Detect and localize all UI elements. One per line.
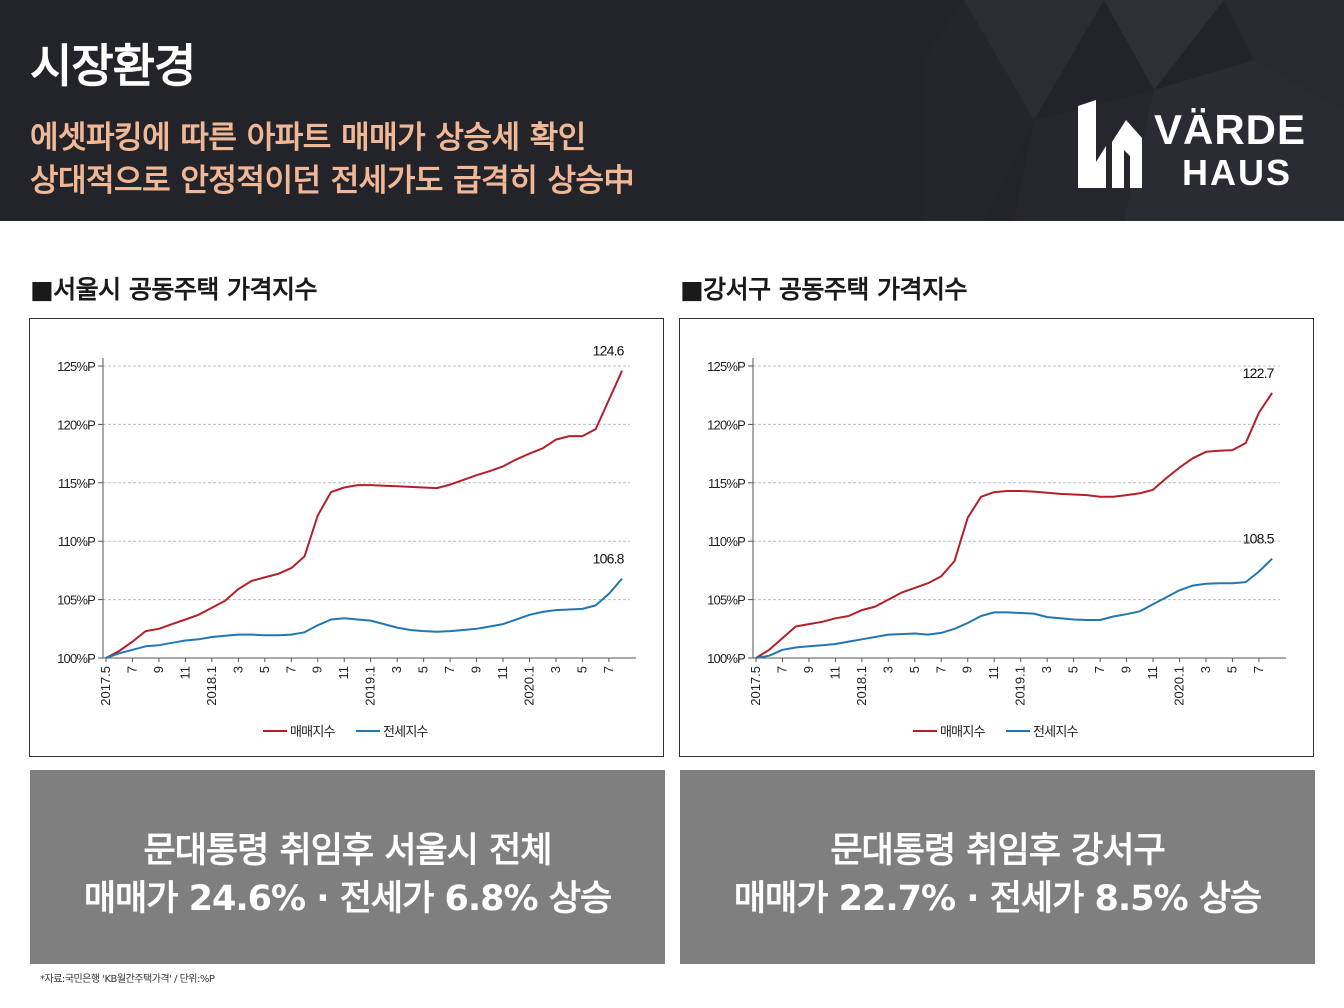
summary-seoul-line-2: 매매가 24.6% · 전세가 6.8% 상승 bbox=[83, 879, 612, 919]
y-tick-label: 120%P bbox=[707, 417, 745, 432]
x-tick-label: 5 bbox=[257, 666, 272, 673]
x-tick-label: 9 bbox=[1119, 666, 1134, 673]
x-tick-label: 3 bbox=[389, 666, 404, 673]
series-line-jeonse bbox=[755, 557, 1273, 659]
x-tick-label: 11 bbox=[1145, 666, 1160, 680]
logo-text-varde: VÄRDE bbox=[1154, 106, 1307, 153]
series-line-sale bbox=[105, 370, 624, 659]
x-tick-label: 7 bbox=[1251, 666, 1266, 673]
series-line-sale bbox=[755, 392, 1273, 659]
x-tick-label: 3 bbox=[230, 666, 245, 673]
x-tick-label: 2019.1 bbox=[1013, 666, 1028, 706]
x-tick-label: 7 bbox=[933, 666, 948, 673]
x-tick-label: 2017.5 bbox=[98, 666, 113, 706]
section-title-gangseo: ■강서구 공동주택 가격지수 bbox=[680, 275, 968, 304]
x-tick-label: 7 bbox=[1092, 666, 1107, 673]
x-tick-label: 3 bbox=[1198, 666, 1213, 673]
chart-seoul: 100%P 105%P 110%P 115%P 120%P 125%P 2017.5 7 9 11… bbox=[29, 318, 664, 757]
x-tick-label: 11 bbox=[336, 666, 351, 680]
x-tick-label: 7 bbox=[601, 666, 616, 673]
x-tick-label: 3 bbox=[1039, 666, 1054, 673]
y-tick-label: 115%P bbox=[58, 476, 95, 491]
y-tick-label: 125%P bbox=[707, 359, 745, 374]
x-tick-label: 7 bbox=[124, 666, 139, 673]
x-tick-label: 2018.1 bbox=[204, 666, 219, 706]
x-tick-label: 7 bbox=[442, 666, 457, 673]
x-tick-label: 9 bbox=[960, 666, 975, 673]
y-tick-label: 100%P bbox=[57, 651, 95, 666]
summary-box-seoul: 문대통령 취임후 서울시 전체 매매가 24.6% · 전세가 6.8% 상승 bbox=[30, 770, 665, 964]
section-title-seoul: ■서울시 공동주택 가격지수 bbox=[30, 275, 318, 304]
decorative-facets bbox=[924, 0, 1344, 221]
chart-gangseo: 100%P 105%P 110%P 115%P 120%P 125%P 2017.5 7 9 11… bbox=[679, 318, 1314, 757]
y-tick-label: 115%P bbox=[708, 476, 745, 491]
y-tick-label: 120%P bbox=[57, 417, 95, 432]
header-banner: 시장환경 에셋파킹에 따른 아파트 매매가 상승세 확인 상대적으로 안정적이던… bbox=[0, 0, 1344, 221]
logo-text-haus: HAUS bbox=[1182, 152, 1293, 193]
brand-logo: VÄRDE HAUS bbox=[1076, 98, 1326, 193]
end-value-label: 108.5 bbox=[1243, 531, 1275, 547]
x-tick-label: 7 bbox=[283, 666, 298, 673]
x-tick-label: 7 bbox=[774, 666, 789, 673]
x-tick-label: 5 bbox=[416, 666, 431, 673]
y-tick-label: 125%P bbox=[57, 359, 95, 374]
x-tick-label: 5 bbox=[1224, 666, 1239, 673]
x-tick-label: 5 bbox=[574, 666, 589, 673]
legend-label: 전세지수 bbox=[1033, 725, 1078, 740]
summary-box-gangseo: 문대통령 취임후 강서구 매매가 22.7% · 전세가 8.5% 상승 bbox=[680, 770, 1315, 964]
x-tick-label: 2018.1 bbox=[854, 666, 869, 706]
x-tick-label: 2020.1 bbox=[1171, 666, 1186, 706]
x-tick-label: 3 bbox=[548, 666, 563, 673]
end-value-label: 124.6 bbox=[593, 343, 625, 359]
y-tick-label: 105%P bbox=[57, 593, 95, 608]
y-tick-label: 105%P bbox=[707, 593, 745, 608]
x-tick-label: 2017.5 bbox=[748, 666, 763, 706]
series-line-jeonse bbox=[105, 577, 623, 659]
x-tick-label: 3 bbox=[880, 666, 895, 673]
y-tick-label: 110%P bbox=[58, 534, 95, 549]
x-tick-label: 9 bbox=[801, 666, 816, 673]
page-title: 시장환경 bbox=[30, 39, 196, 93]
summary-gangseo-line-1: 문대통령 취임후 강서구 bbox=[830, 831, 1165, 871]
x-tick-label: 9 bbox=[310, 666, 325, 673]
summary-gangseo-line-2: 매매가 22.7% · 전세가 8.5% 상승 bbox=[733, 879, 1262, 919]
x-tick-label: 11 bbox=[827, 666, 842, 680]
x-tick-label: 2020.1 bbox=[521, 666, 536, 706]
end-value-label: 122.7 bbox=[1243, 365, 1275, 381]
subtitle-line-1: 에셋파킹에 따른 아파트 매매가 상승세 확인 bbox=[30, 120, 586, 156]
legend-label: 전세지수 bbox=[383, 725, 428, 740]
x-tick-label: 11 bbox=[986, 666, 1001, 680]
logo-mark-icon bbox=[1078, 100, 1142, 188]
chart-seoul-svg: 100%P 105%P 110%P 115%P 120%P 125%P 2017.5 7 9 11… bbox=[57, 343, 636, 740]
end-value-label: 106.8 bbox=[593, 551, 625, 567]
x-tick-label: 11 bbox=[495, 666, 510, 680]
x-tick-label: 9 bbox=[151, 666, 166, 673]
x-tick-label: 5 bbox=[907, 666, 922, 673]
legend-label: 매매지수 bbox=[290, 725, 335, 740]
source-footnote: *자료:국민은행 'KB월간주택가격' / 단위:%P bbox=[40, 974, 215, 985]
x-tick-label: 11 bbox=[177, 666, 192, 680]
x-tick-label: 5 bbox=[1066, 666, 1081, 673]
summary-seoul-line-1: 문대통령 취임후 서울시 전체 bbox=[143, 831, 553, 871]
y-tick-label: 100%P bbox=[707, 651, 745, 666]
x-tick-label: 9 bbox=[469, 666, 484, 673]
legend-label: 매매지수 bbox=[940, 725, 985, 740]
subtitle-line-2: 상대적으로 안정적이던 전세가도 급격히 상승中 bbox=[30, 163, 635, 199]
chart-gangseo-svg: 100%P 105%P 110%P 115%P 120%P 125%P 2017.5 7 9 11… bbox=[707, 358, 1286, 740]
y-tick-label: 110%P bbox=[708, 534, 745, 549]
x-tick-label: 2019.1 bbox=[363, 666, 378, 706]
